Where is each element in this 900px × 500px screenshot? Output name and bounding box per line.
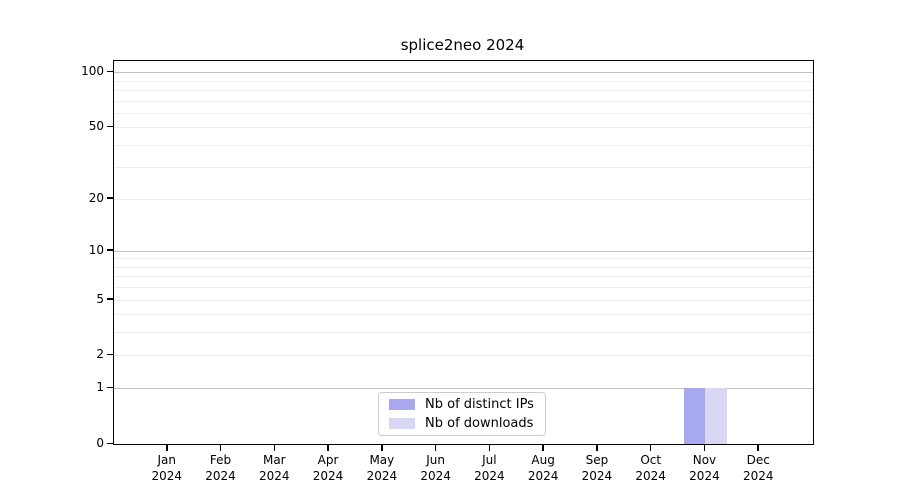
x-axis-tick-label: Oct 2024: [621, 452, 681, 484]
x-axis-tick: [488, 444, 491, 451]
bar-nb-of-distinct-ips: [683, 388, 706, 444]
legend: Nb of distinct IPs Nb of downloads: [378, 392, 546, 436]
x-tick-month: Dec: [746, 453, 770, 467]
x-axis-tick-label: Aug 2024: [513, 452, 573, 484]
x-axis-tick-label: Dec 2024: [728, 452, 788, 484]
x-axis-tick: [434, 444, 437, 451]
x-axis-tick: [703, 444, 706, 451]
y-axis-tick-label: 5: [96, 291, 104, 306]
y-gridline-minor: [114, 276, 813, 278]
x-tick-month: May: [369, 453, 395, 467]
y-axis-tick-label: 10: [88, 242, 104, 257]
y-axis-tick-label: 50: [88, 119, 104, 134]
x-tick-year: 2024: [259, 469, 290, 483]
y-axis-tick: [107, 386, 113, 389]
x-tick-month: Mar: [262, 453, 286, 467]
x-axis-tick-label: Jul 2024: [459, 452, 519, 484]
y-gridline-minor: [114, 100, 813, 102]
x-axis-tick: [219, 444, 222, 451]
x-tick-month: Aug: [531, 453, 555, 467]
y-gridline-minor: [114, 167, 813, 169]
x-tick-month: Jul: [482, 453, 497, 467]
y-axis-tick-label: 1: [96, 380, 104, 395]
x-axis-tick: [327, 444, 329, 451]
y-axis-tick: [107, 125, 113, 128]
x-axis-tick-label: Feb 2024: [191, 452, 251, 484]
x-axis-tick: [166, 444, 168, 451]
y-gridline-minor: [114, 332, 813, 334]
x-tick-year: 2024: [420, 469, 451, 483]
x-axis-tick-label: Jan 2024: [137, 452, 197, 484]
y-gridline-minor: [114, 80, 813, 82]
y-axis-tick: [107, 70, 113, 73]
x-tick-month: Nov: [692, 453, 717, 467]
legend-label: Nb of downloads: [425, 416, 534, 431]
legend-item: Nb of downloads: [389, 416, 535, 431]
legend-swatch: [389, 399, 415, 410]
x-axis-tick-label: Apr 2024: [298, 452, 358, 484]
y-axis-tick: [107, 197, 113, 199]
y-gridline-minor: [114, 89, 813, 91]
y-gridline-minor: [114, 112, 813, 114]
x-tick-year: 2024: [366, 469, 398, 483]
y-gridline-minor: [114, 266, 813, 268]
legend-label: Nb of distinct IPs: [425, 397, 534, 412]
y-axis-tick-label: 2: [96, 347, 104, 362]
y-gridline-minor: [114, 314, 813, 316]
y-axis-tick: [107, 298, 113, 300]
x-tick-year: 2024: [689, 469, 720, 483]
x-tick-year: 2024: [312, 469, 344, 483]
y-axis-tick: [107, 353, 113, 356]
x-axis-tick-label: May 2024: [352, 452, 412, 484]
y-gridline-major: [114, 250, 813, 252]
y-gridline-minor: [114, 299, 813, 301]
x-axis-tick: [542, 444, 544, 451]
x-tick-year: 2024: [205, 469, 236, 483]
y-gridline-minor: [114, 355, 813, 357]
x-tick-month: Oct: [640, 453, 662, 467]
legend-item: Nb of distinct IPs: [389, 397, 535, 412]
x-tick-month: Jun: [426, 453, 445, 467]
x-axis-tick: [596, 444, 598, 451]
x-tick-year: 2024: [581, 469, 613, 483]
x-tick-month: Sep: [585, 453, 609, 467]
bar-nb-of-downloads: [705, 388, 727, 444]
y-gridline-minor: [114, 127, 813, 129]
x-tick-year: 2024: [474, 469, 505, 483]
x-axis-tick: [381, 444, 383, 451]
legend-swatch: [389, 418, 415, 429]
x-axis-tick: [757, 444, 759, 451]
x-axis-tick-label: Jun 2024: [406, 452, 466, 484]
x-axis-tick: [649, 444, 652, 451]
x-axis-tick-label: Mar 2024: [244, 452, 304, 484]
y-gridline-major: [114, 388, 813, 390]
x-tick-month: Apr: [317, 453, 339, 467]
y-axis-tick: [107, 442, 113, 444]
y-gridline-minor: [114, 144, 813, 146]
x-axis-tick: [273, 444, 276, 451]
x-tick-year: 2024: [635, 469, 666, 483]
y-gridline-minor: [114, 198, 813, 200]
x-axis-tick-label: Sep 2024: [567, 452, 627, 484]
chart-title: splice2neo 2024: [400, 36, 525, 54]
y-gridline-minor: [114, 258, 813, 260]
y-axis-tick-label: 20: [88, 190, 104, 205]
y-axis-tick-label: 100: [81, 64, 104, 79]
plot-area: [113, 60, 814, 445]
x-tick-year: 2024: [151, 469, 183, 483]
x-axis-tick-label: Nov 2024: [674, 452, 734, 484]
y-gridline-major: [114, 72, 813, 74]
x-tick-year: 2024: [527, 469, 559, 483]
y-axis-tick-label: 0: [96, 436, 104, 450]
x-tick-month: Jan: [157, 453, 177, 467]
y-gridline-minor: [114, 287, 813, 289]
x-tick-year: 2024: [742, 469, 774, 483]
y-axis-tick: [107, 249, 113, 251]
x-tick-month: Feb: [209, 453, 232, 467]
